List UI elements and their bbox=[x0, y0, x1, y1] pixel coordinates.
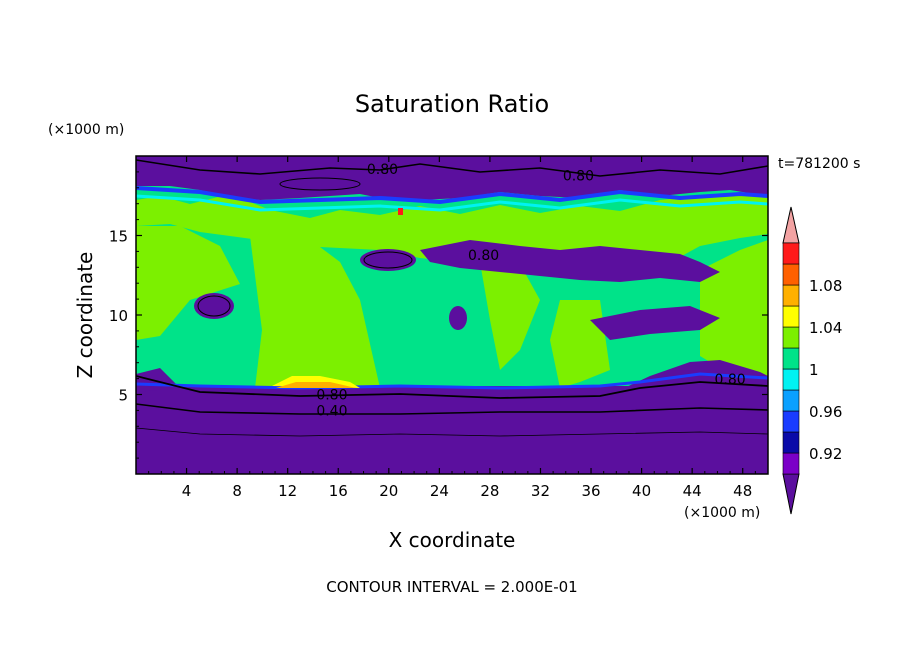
y-tick-label: 15 bbox=[109, 228, 128, 246]
contour-labels: 0.80 0.800.800.800.400.80 bbox=[316, 162, 745, 420]
x-tick-label: 4 bbox=[182, 482, 192, 500]
x-tick-label: 24 bbox=[430, 482, 449, 500]
contour-label: 0.40 bbox=[316, 404, 347, 420]
region-cold-blob-c bbox=[449, 306, 467, 330]
x-tick-label: 20 bbox=[379, 482, 398, 500]
x-tick-label: 12 bbox=[278, 482, 297, 500]
y-unit-label: (×1000 m) bbox=[48, 122, 124, 138]
time-label: t=781200 s bbox=[778, 156, 860, 172]
region-left-green-tongue bbox=[136, 226, 240, 340]
region-mid-cold-patch bbox=[420, 240, 720, 282]
colorbar-band bbox=[782, 284, 800, 307]
x-tick-label: 8 bbox=[232, 482, 242, 500]
region-blue-rim-bottom bbox=[136, 372, 768, 390]
region-top-cold-layer bbox=[136, 156, 768, 200]
heatmap-field bbox=[136, 156, 768, 474]
x-tick-label: 16 bbox=[329, 482, 348, 500]
colorbar: 0.92 0.96 1 1.04 1.08 bbox=[782, 206, 842, 515]
x-tick-label: 48 bbox=[733, 482, 752, 500]
x-axis-ticks: 4 8 12 16 20 24 28 32 36 40 44 48 bbox=[148, 156, 756, 500]
colorbar-band bbox=[782, 452, 800, 475]
colorbar-min-triangle bbox=[782, 473, 800, 515]
region-cyan-rim-top bbox=[136, 194, 768, 212]
region-cold-blob-a bbox=[360, 249, 416, 271]
x-tick-label: 32 bbox=[531, 482, 550, 500]
region-far-right-green bbox=[700, 240, 768, 384]
x-tick-label: 40 bbox=[632, 482, 651, 500]
colorbar-band bbox=[782, 305, 800, 328]
x-tick-label: 28 bbox=[480, 482, 499, 500]
y-tick-label: 10 bbox=[109, 307, 128, 325]
colorbar-band bbox=[782, 431, 800, 454]
colorbar-tick-label: 0.92 bbox=[809, 445, 842, 463]
colorbar-tick-label: 1.04 bbox=[809, 319, 842, 337]
contour-label: 0.80 bbox=[714, 372, 745, 388]
region-warm-red-spot bbox=[398, 208, 403, 215]
contour-label: 0.80 bbox=[367, 162, 398, 178]
chart-title: Saturation Ratio bbox=[355, 90, 549, 118]
colorbar-band bbox=[782, 347, 800, 370]
contour-interval-footer: CONTOUR INTERVAL = 2.000E-01 bbox=[326, 578, 577, 596]
contour-label: 0.80 bbox=[468, 248, 499, 264]
colorbar-tick-label: 1 bbox=[809, 361, 819, 379]
x-tick-label: 44 bbox=[683, 482, 702, 500]
x-unit-label: (×1000 m) bbox=[684, 505, 760, 521]
colorbar-tick-label: 1.08 bbox=[809, 277, 842, 295]
region-cold-blob-b bbox=[194, 293, 234, 319]
region-warm-orange-patch bbox=[276, 382, 356, 388]
y-tick-label: 5 bbox=[118, 387, 128, 405]
region-center-green-tongue bbox=[250, 232, 380, 388]
contour-lines bbox=[136, 159, 768, 437]
region-bottom-cold-layer bbox=[136, 386, 768, 474]
region-right-cold-patch bbox=[590, 306, 720, 340]
colorbar-band bbox=[782, 389, 800, 412]
y-axis-ticks: 5 10 15 bbox=[109, 171, 768, 459]
x-tick-label: 36 bbox=[581, 482, 600, 500]
colorbar-tick-label: 0.96 bbox=[809, 403, 842, 421]
contour-label: 0.80 bbox=[563, 168, 594, 184]
colorbar-max-triangle bbox=[782, 206, 800, 244]
colorbar-band bbox=[782, 263, 800, 286]
x-axis-title: X coordinate bbox=[389, 528, 516, 552]
region-blue-rim-top bbox=[136, 186, 768, 205]
contour-label: 0.80 bbox=[316, 388, 347, 404]
region-mid-green-blob bbox=[480, 262, 540, 370]
colorbar-band bbox=[782, 410, 800, 433]
colorbar-band bbox=[782, 368, 800, 391]
colorbar-band bbox=[782, 242, 800, 265]
y-axis-title: Z coordinate bbox=[73, 252, 97, 379]
colorbar-band bbox=[782, 326, 800, 349]
